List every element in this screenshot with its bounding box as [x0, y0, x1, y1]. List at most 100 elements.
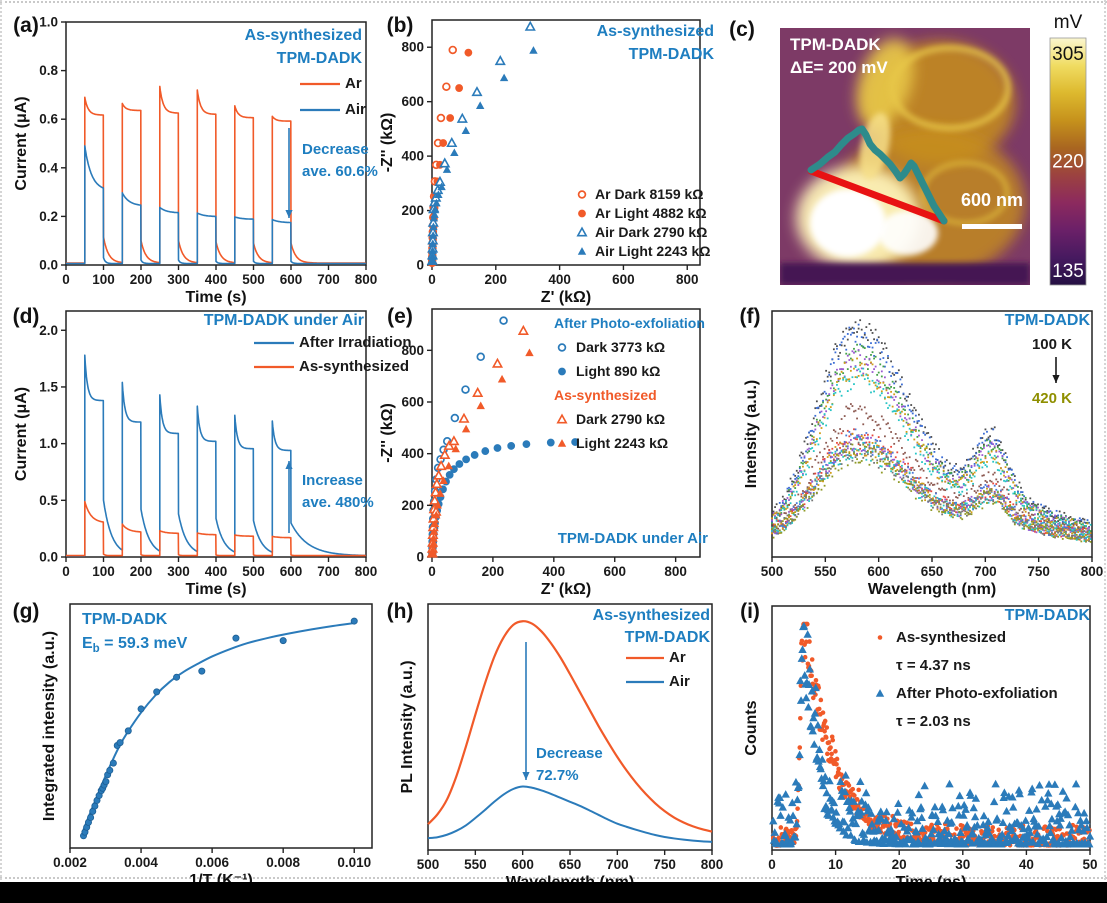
- panel-a-photocurrent-assynthesized: (a) 0 100 200 300 400 500 600 700 800 0.0 0.2 0.4 0.6…: [2, 2, 378, 306]
- chart-text: 200: [130, 272, 153, 287]
- chart-text: Ar: [669, 649, 686, 666]
- chart-text: (f): [740, 305, 761, 328]
- chart-text: 750: [653, 857, 676, 872]
- axis-ticks: 0 200 400 600 800 0 200 400 600 800: [401, 343, 686, 579]
- series-As-synthesized: [66, 500, 367, 557]
- chart-text: τ = 4.37 ns: [896, 657, 971, 674]
- chart-text: 700: [974, 564, 997, 579]
- series-group: [66, 85, 367, 265]
- plot-frame: [69, 603, 373, 849]
- chart-text: TPM-DADK: [1005, 607, 1091, 624]
- series-After Irradiation: [66, 354, 367, 557]
- series-Air: [427, 785, 713, 843]
- chart-text: Ar: [345, 75, 362, 92]
- chart-text: 200: [401, 498, 424, 513]
- chart-text: 135: [1052, 261, 1084, 282]
- series-group: [427, 620, 713, 843]
- panel-f-temperature-pl-spectra: (f) 500 550 600 650 700 750 800 Wavelength (nm) I…: [718, 295, 1105, 598]
- legend: After Irradiation As-synthesized: [254, 334, 412, 375]
- chart-text: As-synthesized: [245, 27, 362, 44]
- chart-text: 400: [543, 564, 566, 579]
- axis-ticks: 0 10 20 30 40 50: [768, 850, 1098, 872]
- chart-text: 500: [242, 564, 265, 579]
- chart-text: 800: [401, 343, 424, 358]
- chart-text: TPM-DADK under Air: [558, 530, 708, 547]
- chart-text: 400: [401, 149, 424, 164]
- chart-text: 700: [317, 272, 340, 287]
- chart-text: 0: [416, 550, 424, 565]
- chart-text: ΔE= 200 mV: [790, 58, 888, 77]
- chart-text: ave. 60.6%: [302, 163, 378, 180]
- chart-text: 300: [167, 564, 190, 579]
- series-Air Light: [428, 46, 538, 265]
- dotted-border-top: [0, 1, 1107, 3]
- chart-text: 600: [612, 272, 635, 287]
- chart-text: 2.0: [39, 323, 58, 338]
- panel-b-chart: (b) 0 200 400 600 800 0 200 400 600 800 Z' (kΩ) -Z''…: [379, 14, 714, 306]
- chart-text: (c): [729, 18, 755, 41]
- chart-text: Increase: [302, 472, 363, 489]
- chart-text: 700: [606, 857, 629, 872]
- chart-text: (e): [387, 305, 413, 328]
- chart-text: 550: [814, 564, 837, 579]
- chart-text: (a): [13, 14, 39, 37]
- chart-text: 1.0: [39, 436, 58, 451]
- axis-ticks: 500 550 600 650 700 750 800: [761, 557, 1103, 579]
- chart-text: 400: [401, 446, 424, 461]
- panel-f-chart: (f) 500 550 600 650 700 750 800 Wavelength (nm) I…: [740, 305, 1104, 598]
- chart-text: Air Light 2243 kΩ: [595, 243, 710, 259]
- chart-text: Wavelength (nm): [868, 581, 996, 598]
- chart-text: TPM-DADK: [625, 629, 711, 646]
- chart-text: (h): [387, 600, 414, 623]
- chart-text: τ = 2.03 ns: [896, 713, 971, 730]
- chart-text: Air Dark 2790 kΩ: [595, 224, 707, 240]
- chart-text: 0.2: [39, 209, 58, 224]
- chart-text: 400: [548, 272, 571, 287]
- chart-text: 40: [1019, 857, 1034, 872]
- chart-text: 1.0: [39, 15, 58, 30]
- chart-text: Dark 2790 kΩ: [576, 411, 665, 427]
- dotted-border-right: [1104, 0, 1106, 880]
- chart-text: PL Intensity (a.u.): [399, 660, 416, 793]
- chart-text: 600: [280, 272, 303, 287]
- chart-text: 650: [921, 564, 944, 579]
- series-Air: [66, 145, 367, 265]
- panel-e-nyquist-photoexfoliation: (e) 0 200 400 600 800 0 200 400 600 800 Z' (kΩ) -Z''…: [378, 295, 718, 598]
- chart-text: 600: [401, 395, 424, 410]
- black-bottom-bar: [0, 882, 1107, 903]
- chart-text: 0.010: [337, 855, 371, 870]
- chart-text: 72.7%: [536, 767, 579, 784]
- panel-i-trpl-decay: (i)01020304050Time (ns)CountsTPM-DADKAs-…: [718, 590, 1105, 891]
- chart-text: 800: [701, 857, 724, 872]
- profile-trace: [807, 125, 948, 225]
- chart-text: Counts: [743, 700, 760, 755]
- chart-text: 220: [1052, 152, 1084, 173]
- chart-text: 0.0: [39, 258, 58, 273]
- chart-text: Z' (kΩ): [541, 289, 591, 306]
- series-group: [769, 621, 1095, 848]
- chart-text: 0: [62, 272, 70, 287]
- chart-text: After Irradiation: [299, 334, 412, 351]
- chart-text: 800: [676, 272, 699, 287]
- chart-text: 20: [892, 857, 907, 872]
- series-Ar: [427, 620, 713, 833]
- series-group: [66, 354, 367, 557]
- chart-text: 0.008: [266, 855, 300, 870]
- chart-text: 0.6: [39, 112, 58, 127]
- section-line: [807, 167, 948, 225]
- panel-g-integrated-intensity: (g) 0.002 0.004 0.006 0.008 0.010 1/T (K⁻¹) Int…: [2, 590, 378, 889]
- chart-text: Air: [669, 673, 690, 690]
- chart-text: TPM-DADK: [1005, 312, 1091, 329]
- chart-text: 0.004: [124, 855, 158, 870]
- chart-text: Ar Dark 8159 kΩ: [595, 186, 704, 202]
- chart-text: As-synthesized: [554, 387, 657, 403]
- chart-text: 500: [242, 272, 265, 287]
- chart-text: As-synthesized: [299, 358, 409, 375]
- chart-text: Current (μA): [13, 387, 30, 481]
- chart-text: 0: [428, 564, 436, 579]
- chart-text: Ar Light 4882 kΩ: [595, 205, 707, 221]
- chart-text: 200: [130, 564, 153, 579]
- chart-text: 600: [867, 564, 890, 579]
